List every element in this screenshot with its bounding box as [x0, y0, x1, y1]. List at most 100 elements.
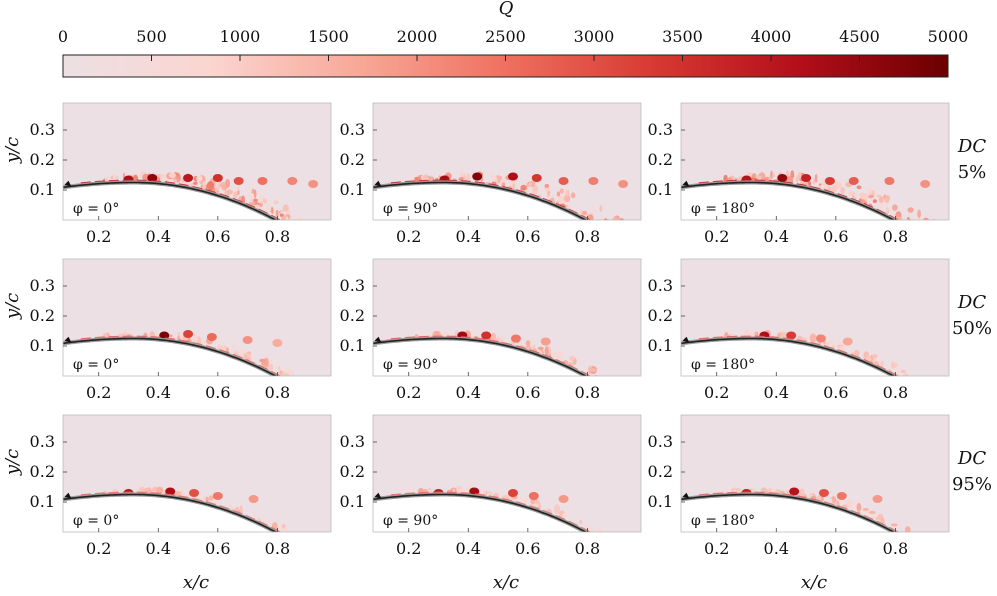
q-structure — [285, 216, 289, 220]
airfoil-body — [63, 338, 331, 376]
q-structure — [932, 224, 938, 228]
row-label-line1: DC — [957, 292, 986, 313]
q-structure — [621, 387, 627, 393]
q-structure — [866, 187, 873, 196]
q-structure — [856, 502, 862, 512]
x-tick-label: 0.4 — [146, 383, 171, 402]
panel-r2-c2: φ = 90° 0.2 0.4 0.6 0.8 0.1 0.2 0.3 — [340, 258, 642, 402]
x-tick-label: 0.6 — [823, 383, 848, 402]
phase-label: φ = 180° — [691, 513, 755, 529]
q-structure — [907, 207, 914, 213]
q-blob — [618, 180, 629, 188]
q-blob — [507, 172, 518, 181]
q-structure — [781, 331, 788, 339]
q-structure — [900, 369, 906, 373]
q-structure — [304, 544, 309, 547]
panel-frame — [372, 102, 642, 221]
q-structure — [600, 375, 602, 376]
q-structure — [633, 555, 637, 562]
q-structure — [600, 381, 606, 387]
airfoil-body — [63, 182, 331, 220]
q-structure — [231, 343, 237, 353]
q-structure — [441, 332, 449, 337]
q-structure — [248, 193, 254, 203]
x-tick-label: 0.2 — [396, 539, 421, 558]
q-structure — [621, 220, 623, 225]
q-structure — [298, 379, 304, 384]
q-structure — [619, 224, 625, 227]
row-label-line2: 95% — [952, 474, 992, 495]
leading-marker-icon — [682, 492, 690, 499]
q-blob — [212, 174, 223, 182]
q-structure — [941, 399, 944, 406]
q-blob — [872, 495, 883, 503]
q-structure — [603, 218, 608, 220]
x-tick-label: 0.4 — [456, 539, 481, 558]
y-tick-label: 0.3 — [648, 276, 673, 295]
q-structure — [835, 181, 842, 189]
q-structure — [325, 241, 330, 251]
panel-frame — [62, 102, 332, 221]
q-structure — [611, 544, 617, 549]
q-structure — [920, 232, 925, 235]
q-structure — [268, 364, 274, 371]
leading-marker-icon — [374, 492, 382, 499]
q-structure — [304, 227, 308, 236]
q-structure — [597, 217, 603, 220]
q-structure — [320, 553, 324, 557]
q-structure — [585, 525, 591, 531]
x-tick-label: 0.6 — [515, 539, 540, 558]
q-structure — [723, 174, 728, 184]
q-structure — [192, 334, 198, 343]
q-structure — [613, 387, 620, 397]
q-structure — [751, 173, 757, 179]
q-structure — [308, 543, 313, 547]
x-tick-label: 0.2 — [86, 227, 111, 246]
colorbar-tick-label: 500 — [136, 27, 167, 46]
q-structure — [879, 196, 884, 204]
q-structure — [609, 534, 613, 542]
q-structure — [929, 382, 932, 391]
colorbar-tick-label: 2000 — [397, 27, 438, 46]
q-structure — [280, 210, 287, 214]
q-structure — [559, 188, 564, 194]
q-structure — [306, 546, 311, 551]
q-structure — [891, 361, 894, 368]
x-tick-label: 0.8 — [265, 383, 290, 402]
q-structure — [897, 366, 901, 376]
q-structure — [629, 223, 634, 227]
q-structure — [239, 505, 243, 515]
q-structure — [884, 196, 890, 204]
q-structure — [910, 215, 916, 220]
airfoil-body — [373, 494, 641, 532]
y-tick-label: 0.1 — [30, 336, 55, 355]
q-structure — [557, 350, 564, 360]
q-structure — [938, 552, 945, 557]
q-blob — [183, 330, 194, 338]
q-structure — [253, 509, 257, 520]
q-structure — [298, 216, 302, 220]
x-tick-label: 0.6 — [515, 383, 540, 402]
q-blob — [212, 492, 223, 500]
q-structure — [208, 495, 214, 501]
q-structure — [607, 219, 610, 220]
q-structure — [564, 195, 571, 203]
q-structure — [327, 395, 333, 403]
leading-marker-icon — [64, 180, 72, 187]
y-tick-label: 0.2 — [30, 150, 55, 169]
q-blob — [206, 333, 217, 341]
q-structure — [928, 391, 933, 400]
colorbar-tick-label: 4000 — [751, 27, 792, 46]
q-structure — [326, 229, 332, 238]
q-blob — [165, 487, 176, 496]
q-structure — [112, 174, 116, 181]
q-blob — [588, 177, 599, 185]
q-structure — [520, 184, 527, 191]
x-tick-label: 0.4 — [764, 227, 789, 246]
q-structure — [303, 226, 308, 232]
q-structure — [581, 210, 588, 216]
q-blob — [257, 177, 268, 185]
q-structure — [215, 181, 220, 188]
q-structure — [614, 385, 618, 389]
y-tick-label: 0.3 — [30, 432, 55, 451]
